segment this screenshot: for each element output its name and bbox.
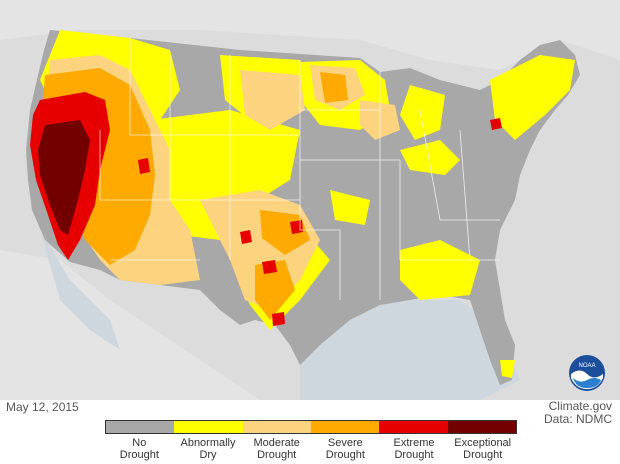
drought-map-svg [0,0,620,400]
credit-climate-gov: Climate.gov [548,399,612,413]
legend-label-extreme-drought: Extreme Drought [380,437,449,461]
legend-swatch-severe-drought [310,421,380,433]
legend-label-line2: Drought [394,449,434,461]
legend-label-line1: Exceptional [454,437,512,449]
legend-swatch-moderate-drought [242,421,311,433]
legend-label-moderate-drought: Moderate Drought [242,437,311,461]
legend-label-exceptional-drought: Exceptional Drought [448,437,517,461]
exceptional-drought-areas [38,120,90,235]
legend-label-line1: No [132,437,147,449]
state-boundaries [99,38,500,300]
credit-data-source: Data: NDMC [543,412,612,426]
credit-block: Climate.gov Data: NDMC [544,400,612,426]
legend-swatch-abnormally-dry [174,421,243,433]
gulf-of-mexico [300,300,520,400]
legend-bar [105,420,517,434]
legend-label-no-drought: No Drought [105,437,174,461]
legend-swatch-exceptional-drought [447,421,516,433]
legend-swatch-no-drought [106,421,175,433]
legend-label-line1: Moderate [253,437,300,449]
gulf-of-california [40,230,120,350]
legend-label-line2: Drought [463,449,503,461]
legend-label-line2: Drought [257,449,297,461]
legend-label-line1: Extreme [393,437,435,449]
legend-label-abnormally-dry: Abnormally Dry [174,437,243,461]
noaa-logo-water [573,378,601,388]
legend-label-line2: Dry [199,449,217,461]
drought-map: NOAA [0,0,620,400]
canada-land [0,0,620,70]
legend-label-line1: Severe [327,437,363,449]
noaa-logo: NOAA [569,355,605,391]
map-date: May 12, 2015 [6,400,79,414]
legend-label-line1: Abnormally [180,437,236,449]
legend-label-severe-drought: Severe Drought [311,437,380,461]
legend: No Drought Abnormally Dry Moderate Droug… [105,420,517,464]
legend-label-line2: Drought [119,449,159,461]
legend-swatch-extreme-drought [379,421,448,433]
legend-label-line2: Drought [325,449,365,461]
noaa-logo-text: NOAA [578,363,595,369]
legend-labels: No Drought Abnormally Dry Moderate Droug… [105,437,517,461]
